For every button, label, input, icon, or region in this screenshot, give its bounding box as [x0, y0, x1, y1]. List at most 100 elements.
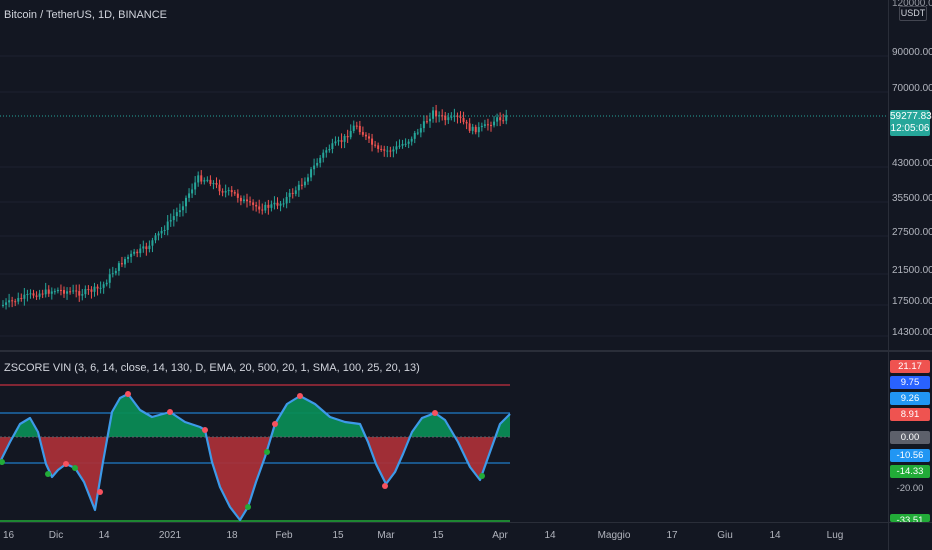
- price-axis-separator: [888, 0, 889, 550]
- time-tick-label: Apr: [492, 530, 508, 541]
- candle-body: [191, 189, 194, 194]
- candle-body: [258, 206, 261, 210]
- negative-fill-area: [456, 437, 495, 480]
- last-price-badge: 59277.83 12:05:06: [890, 110, 932, 136]
- candle-body: [172, 216, 175, 221]
- candle-body: [194, 182, 197, 190]
- candle-body: [447, 117, 450, 121]
- candle-body: [59, 289, 62, 291]
- price-tick: 17500.00: [892, 296, 932, 307]
- candle-body: [490, 125, 492, 127]
- candle-body: [139, 248, 142, 254]
- indicator-value-badge: 0.00: [890, 431, 930, 444]
- candle-body: [249, 201, 252, 203]
- candle-body: [380, 148, 383, 150]
- candle-body: [178, 210, 181, 213]
- candle-body: [246, 199, 248, 202]
- time-axis[interactable]: 16 Dic 14 2021 18 Feb 15 Mar 15 Apr 14 Maggio 17 Giu 1…: [0, 523, 888, 550]
- candle-body: [148, 245, 151, 250]
- candle-body: [96, 286, 99, 289]
- sell-signal-marker: [382, 483, 388, 489]
- price-chart-pane[interactable]: [0, 0, 888, 350]
- positive-fill-area: [410, 413, 455, 437]
- candle-body: [206, 179, 209, 181]
- candle-body: [386, 150, 389, 152]
- candle-body: [252, 202, 255, 205]
- candle-body: [29, 293, 32, 295]
- candle-body: [181, 206, 184, 211]
- positive-fill-area: [108, 394, 206, 437]
- candle-body: [465, 121, 468, 124]
- candle-body: [377, 145, 380, 149]
- candle-body: [108, 274, 111, 283]
- candle-body: [422, 121, 425, 129]
- candle-body: [307, 177, 309, 182]
- candle-body: [188, 193, 191, 198]
- candle-body: [84, 289, 87, 295]
- candle-body: [111, 273, 114, 275]
- time-tick-label: 17: [666, 530, 678, 541]
- candle-body: [313, 165, 316, 170]
- candle-body: [486, 124, 489, 126]
- candle-body: [358, 125, 361, 133]
- candle-body: [398, 145, 401, 147]
- price-tick: 90000.00: [892, 47, 932, 58]
- candle-body: [416, 132, 419, 134]
- candle-body: [227, 190, 230, 192]
- candle-body: [383, 149, 386, 151]
- positive-fill-area: [272, 396, 365, 437]
- candle-body: [438, 115, 441, 117]
- candle-body: [50, 291, 53, 294]
- candle-body: [212, 183, 215, 185]
- candle-body: [136, 251, 139, 254]
- candle-body: [435, 110, 438, 117]
- candle-body: [87, 289, 90, 291]
- candle-body: [337, 140, 340, 142]
- price-tick: 21500.00: [892, 265, 932, 276]
- candle-body: [328, 148, 331, 151]
- candle-body: [477, 127, 480, 133]
- candle-body: [331, 143, 334, 149]
- candle-body: [142, 246, 145, 249]
- candle-body: [47, 289, 50, 294]
- time-tick-label: Feb: [275, 530, 293, 541]
- candle-body: [185, 197, 187, 207]
- candle-body: [160, 230, 163, 234]
- candle-body: [291, 192, 294, 194]
- candle-body: [429, 118, 431, 122]
- candle-body: [319, 157, 322, 163]
- candle-body: [41, 293, 44, 295]
- candle-body: [401, 144, 404, 146]
- candle-body: [395, 146, 398, 150]
- candle-body: [288, 192, 291, 197]
- candle-body: [35, 295, 38, 297]
- candle-body: [224, 191, 227, 193]
- candle-body: [294, 190, 297, 194]
- candle-body: [236, 193, 239, 198]
- candle-body: [63, 290, 65, 294]
- candle-body: [230, 190, 233, 193]
- candle-body: [413, 132, 416, 139]
- candle-body: [364, 134, 367, 137]
- candle-body: [374, 144, 377, 146]
- candle-body: [264, 204, 267, 211]
- candle-body: [99, 287, 102, 289]
- candle-body: [303, 181, 306, 186]
- candle-body: [154, 235, 157, 241]
- indicator-value-badge: -10.56: [890, 449, 930, 462]
- indicator-title[interactable]: ZSCORE VIN (3, 6, 14, close, 14, 130, D,…: [4, 362, 420, 374]
- candle-body: [239, 197, 242, 202]
- buy-signal-marker: [245, 504, 251, 510]
- time-tick-label: Dic: [48, 530, 64, 541]
- candle-body: [462, 117, 465, 122]
- indicator-value-badge: -14.33: [890, 465, 930, 478]
- indicator-pane[interactable]: [0, 352, 888, 522]
- symbol-title[interactable]: Bitcoin / TetherUS, 1D, BINANCE: [4, 9, 168, 21]
- candle-body: [78, 291, 81, 296]
- sell-signal-marker: [167, 409, 173, 415]
- candle-body: [255, 204, 258, 207]
- pane-separator[interactable]: [0, 350, 932, 352]
- currency-button[interactable]: USDT: [899, 6, 927, 21]
- candle-body: [468, 123, 471, 131]
- candle-body: [105, 282, 108, 285]
